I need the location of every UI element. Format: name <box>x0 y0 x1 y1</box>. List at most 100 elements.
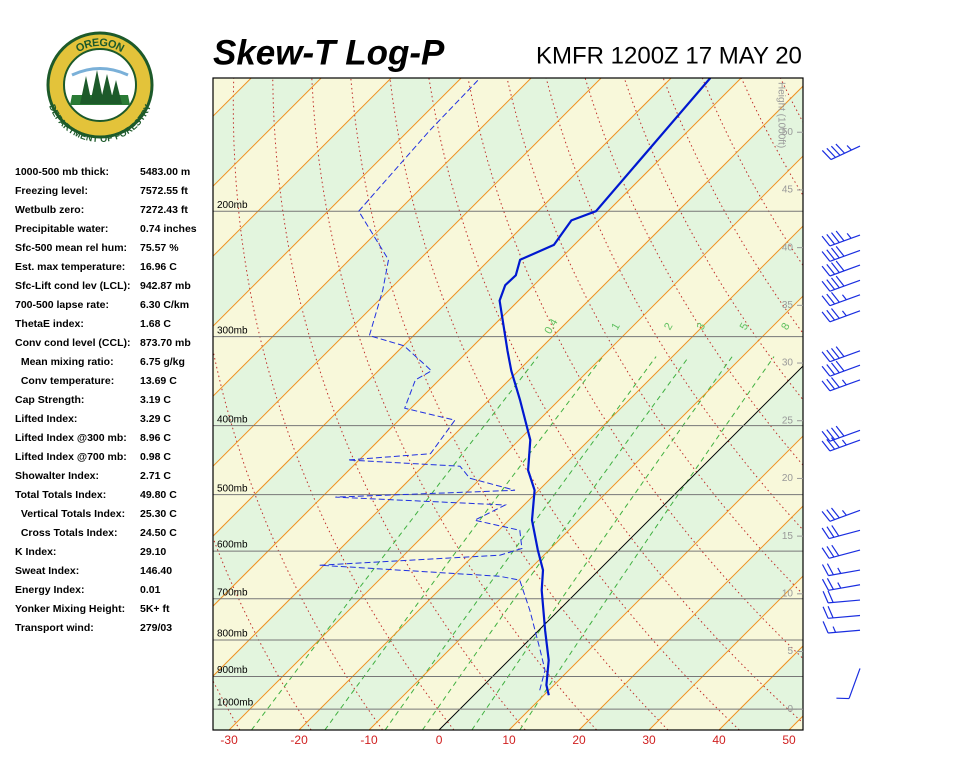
index-value: 0.01 <box>140 584 161 596</box>
barb-feather <box>831 544 840 557</box>
index-label: Wetbulb zero: <box>15 204 85 216</box>
wind-barb <box>821 245 861 262</box>
barb-feather <box>830 377 840 388</box>
barb-feather <box>821 440 831 452</box>
height-label: 20 <box>782 473 794 484</box>
barb-feather <box>827 590 834 603</box>
barb-feather <box>826 279 836 290</box>
index-label: Sfc-500 mean rel hum: <box>15 242 128 254</box>
index-label: Sfc-Lift cond lev (LCL): <box>15 280 131 292</box>
wind-barb <box>821 308 861 323</box>
barb-feather <box>830 262 840 273</box>
index-label: Cap Strength: <box>15 394 85 406</box>
dry-adiabat <box>898 78 960 730</box>
x-tick-label: 20 <box>572 733 586 747</box>
x-tick-label: 30 <box>642 733 656 747</box>
wind-barb <box>821 544 861 559</box>
barb-feather <box>830 507 840 519</box>
logo-trees <box>80 70 122 104</box>
wind-barb <box>821 143 861 161</box>
pressure-label: 500mb <box>217 483 248 494</box>
barb-staff <box>829 234 861 247</box>
index-value: 13.69 C <box>140 375 177 387</box>
barb-staff <box>828 549 861 559</box>
barb-feather <box>821 251 831 262</box>
index-value: 279/03 <box>140 622 173 634</box>
wind-barb <box>821 275 861 292</box>
index-label: Sweat Index: <box>15 565 80 577</box>
wind-barb <box>821 563 861 577</box>
index-row: Yonker Mixing Height: 5K+ ft <box>15 603 215 622</box>
barb-feather <box>821 311 831 323</box>
index-label: Lifted Index @300 mb: <box>15 432 127 444</box>
index-value: 0.74 inches <box>140 223 197 235</box>
barb-staff <box>828 629 861 634</box>
height-label: 40 <box>782 242 794 253</box>
pressure-label: 200mb <box>217 200 248 211</box>
index-label: ThetaE index: <box>15 318 84 330</box>
barb-feather <box>835 230 845 242</box>
chart-subtitle: KMFR 1200Z 17 MAY 20 <box>536 42 802 69</box>
index-label: Lifted Index: <box>15 413 78 425</box>
plot-data <box>319 78 712 696</box>
barb-feather <box>835 260 845 272</box>
wind-barb <box>821 292 861 307</box>
isotherm <box>788 715 803 730</box>
logo-top-text: OREGON <box>74 37 126 55</box>
barb-staff <box>828 614 861 619</box>
index-row: Energy Index: 0.01 <box>15 584 215 603</box>
height-label: 30 <box>782 358 794 369</box>
wind-barbs <box>821 143 861 700</box>
isotherm <box>213 78 392 257</box>
barb-feather <box>826 147 836 158</box>
barb-staff <box>848 668 861 699</box>
barb-feather <box>826 349 836 361</box>
barb-staff <box>829 350 861 363</box>
barb-staff <box>829 294 861 307</box>
isotherm <box>859 78 960 730</box>
pressure-label: 300mb <box>217 325 248 336</box>
pressure-label: 600mb <box>217 540 248 551</box>
index-label: Total Totals Index: <box>15 489 107 501</box>
index-label: Mean mixing ratio: <box>15 356 114 368</box>
index-value: 25.30 C <box>140 508 177 520</box>
index-value: 5K+ ft <box>140 603 170 615</box>
x-tick-label: -30 <box>220 733 238 747</box>
index-label: 1000-500 mb thick: <box>15 166 109 178</box>
barb-staff <box>829 364 861 377</box>
wind-barb <box>836 668 861 700</box>
temperature-profile <box>498 78 712 696</box>
index-value: 75.57 % <box>140 242 179 254</box>
index-label: Showalter Index: <box>15 470 100 482</box>
barb-half-feather <box>841 294 847 301</box>
index-value: 6.75 g/kg <box>140 356 185 368</box>
wind-barb <box>821 377 861 392</box>
isotherm <box>508 435 803 730</box>
index-label: Freezing level: <box>15 185 88 197</box>
x-tick-label: 40 <box>712 733 726 747</box>
barb-feather <box>826 509 836 520</box>
index-row: Lifted Index @700 mb: 0.98 C <box>15 451 215 470</box>
barb-staff <box>828 569 861 577</box>
barb-staff <box>829 310 861 323</box>
isotherm <box>213 85 803 677</box>
isotherm-band <box>213 86 803 730</box>
barb-feather <box>821 380 831 392</box>
barb-feather <box>822 591 829 604</box>
mixing-ratio-line <box>471 356 733 730</box>
barb-feather <box>821 564 830 576</box>
pressure-label: 700mb <box>217 587 248 598</box>
index-value: 8.96 C <box>140 432 171 444</box>
barb-feather <box>826 234 836 245</box>
height-label: 5 <box>787 646 793 657</box>
barb-feather <box>826 293 836 305</box>
x-tick-label: 50 <box>782 733 796 747</box>
index-label: Est. max temperature: <box>15 261 126 273</box>
index-row: Conv cond level (CCL): 873.70 mb <box>15 337 215 356</box>
index-row: Cross Totals Index: 24.50 C <box>15 527 215 546</box>
isotherm <box>578 505 803 730</box>
index-value: 3.29 C <box>140 413 171 425</box>
index-row: Sfc-500 mean rel hum: 75.57 % <box>15 242 215 261</box>
mixing-ratio-label: 2 <box>662 321 675 332</box>
